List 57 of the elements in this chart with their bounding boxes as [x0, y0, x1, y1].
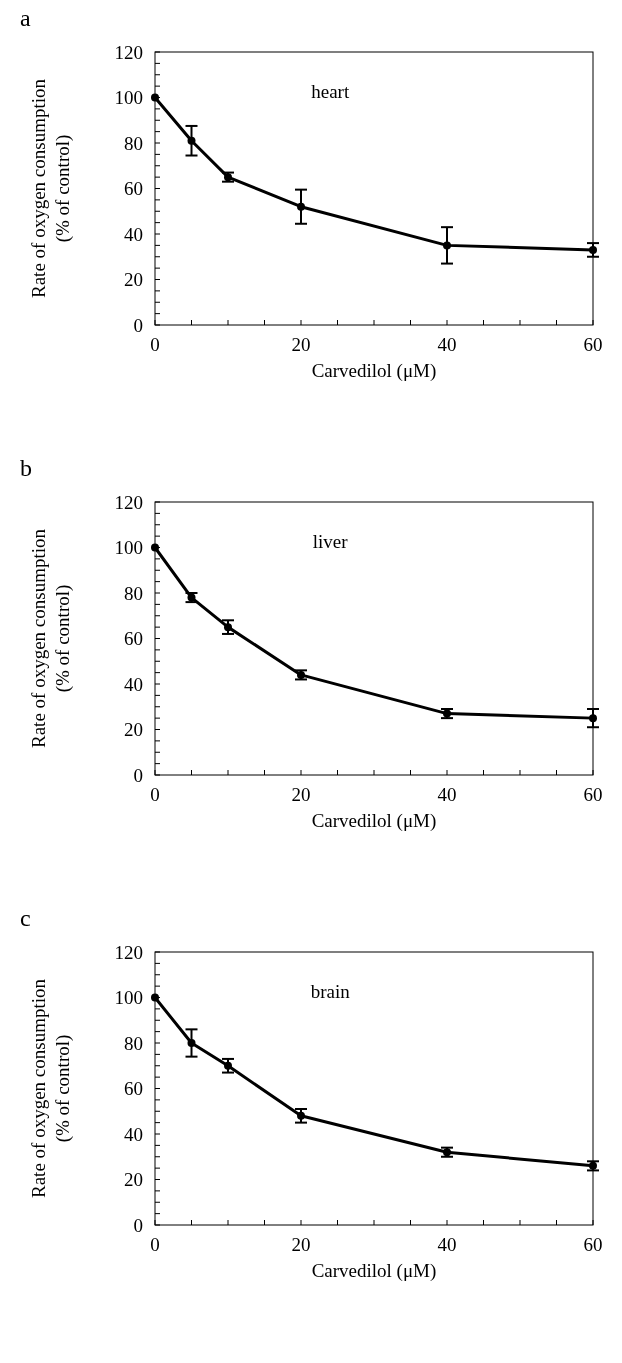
- y-tick-label: 20: [124, 1169, 143, 1191]
- y-tick-label: 20: [124, 719, 143, 741]
- y-axis-title: Rate of oxygen consumption (% of control): [28, 78, 74, 298]
- y-tick-label: 80: [124, 132, 143, 154]
- chart-title: b: [20, 455, 32, 481]
- annotation: brain: [310, 981, 351, 1002]
- y-tick-label: 100: [114, 537, 143, 559]
- x-tick-label: 40: [437, 784, 457, 805]
- y-axis-title: Rate of oxygen consumption (% of control): [28, 528, 74, 748]
- y-tick-label: 100: [114, 87, 143, 109]
- point: [151, 93, 159, 102]
- y-tick-label: 100: [114, 987, 143, 1009]
- x-tick-label: 60: [583, 1234, 603, 1255]
- x-tick-label: 60: [583, 784, 603, 805]
- y-tick-label: 0: [133, 764, 143, 786]
- y-tick-label: 120: [114, 941, 143, 963]
- annotation: liver: [312, 531, 349, 552]
- x-tick-label: 20: [291, 334, 311, 355]
- point: [443, 241, 451, 250]
- y-tick-label: 60: [124, 178, 143, 200]
- point: [589, 714, 597, 723]
- x-tick-label: 0: [150, 784, 160, 805]
- y-tick-label: 20: [124, 269, 143, 291]
- y-tick-label: 80: [124, 1032, 143, 1054]
- chart-title: a: [20, 5, 31, 31]
- x-axis-title: Carvedilol (μM): [311, 360, 437, 382]
- point: [297, 1111, 305, 1120]
- point: [151, 993, 159, 1002]
- y-tick-label: 120: [114, 41, 143, 63]
- x-tick-label: 0: [150, 1234, 160, 1255]
- y-tick-label: 60: [124, 628, 143, 650]
- point: [187, 136, 196, 145]
- y-tick-label: 120: [114, 491, 143, 513]
- x-tick-label: 20: [291, 1234, 311, 1255]
- point: [151, 543, 159, 552]
- point: [187, 1039, 196, 1047]
- point: [589, 245, 597, 254]
- y-tick-label: 0: [133, 1214, 143, 1236]
- y-tick-label: 40: [124, 673, 143, 695]
- y-axis-title: Rate of oxygen consumption (% of control): [28, 978, 74, 1198]
- x-tick-label: 40: [437, 1234, 457, 1255]
- y-tick-label: 40: [124, 223, 143, 245]
- x-tick-label: 0: [150, 334, 160, 355]
- y-tick-label: 0: [133, 314, 143, 336]
- x-axis-title: Carvedilol (μM): [311, 810, 437, 832]
- x-tick-label: 40: [437, 334, 457, 355]
- annotation: heart: [311, 81, 350, 102]
- x-tick-label: 20: [291, 784, 311, 805]
- chart-title: c: [20, 905, 31, 931]
- point: [224, 623, 232, 632]
- y-tick-label: 40: [124, 1123, 143, 1145]
- point: [297, 202, 305, 211]
- point: [224, 1061, 232, 1070]
- x-axis-title: Carvedilol (μM): [311, 1260, 437, 1282]
- y-tick-label: 80: [124, 582, 143, 604]
- x-tick-label: 60: [583, 334, 603, 355]
- y-tick-label: 60: [124, 1078, 143, 1100]
